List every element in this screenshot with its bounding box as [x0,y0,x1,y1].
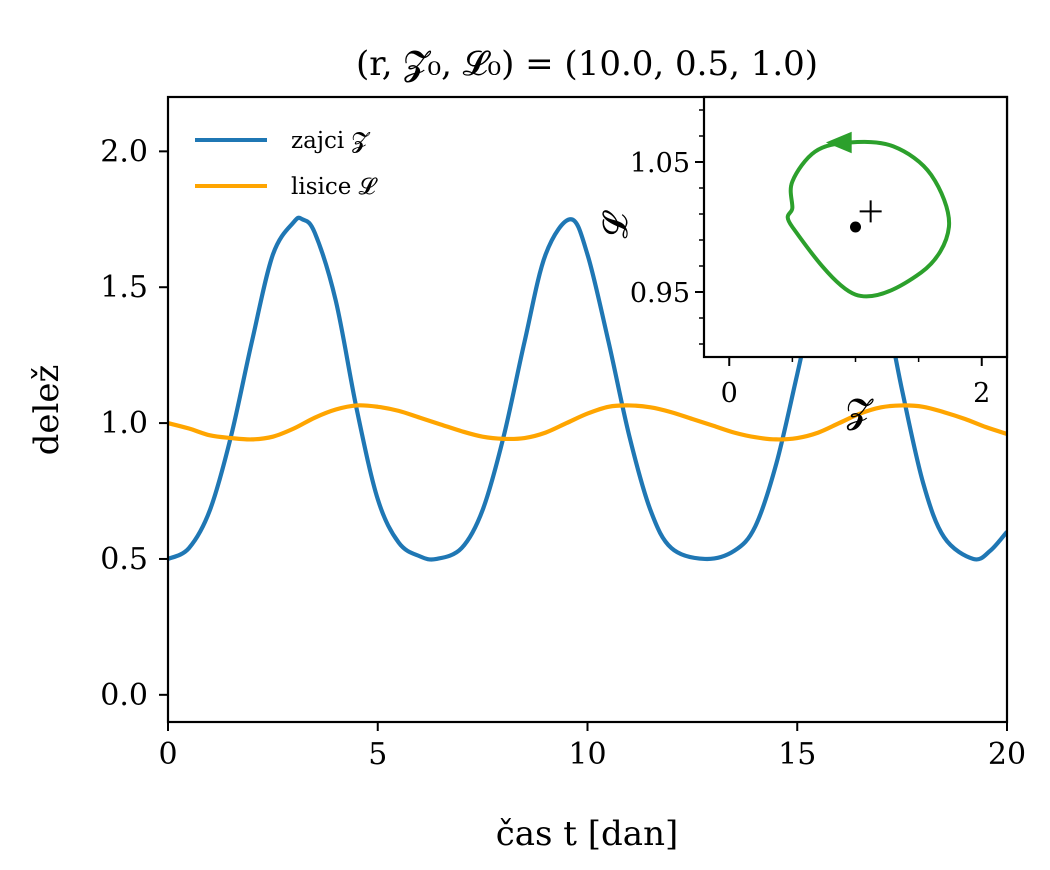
y-tick-label: 2.0 [100,134,148,169]
x-tick-label: 5 [368,737,387,772]
orbit-direction-arrow [825,131,852,154]
main-axes: 0 5 10 15 200.00.51.01.52.0 [100,95,1026,772]
x-tick-label: 15 [778,737,816,772]
inset-x-tick-label: 0 [721,378,738,409]
x-axis-label: čas t [dan] [496,814,679,854]
x-tick-label: 20 [988,737,1026,772]
legend-label-zajci: zajci 𝓩 [291,128,371,154]
inset-y-tick-label: 1.05 [630,148,690,179]
initial-point-marker [859,200,882,223]
inset-y-axis-label: 𝓛 [596,209,636,238]
inset-y-tick-label: 0.95 [630,278,690,309]
inset-axes: 0 2 0.95 1.05 [630,95,1009,409]
x-tick-label: 10 [568,737,606,772]
y-axis-label: delež [27,365,67,456]
y-tick-label: 1.0 [100,406,148,441]
chart-title: (r, 𝓩₀, 𝓛₀) = (10.0, 0.5, 1.0) [356,44,818,84]
y-tick-label: 0.5 [100,542,148,577]
fixed-point-marker [850,221,861,233]
legend-label-lisice: lisice 𝓛 [291,174,379,200]
y-tick-label: 0.0 [100,678,148,713]
inset-x-tick-label: 2 [973,378,990,409]
y-tick-label: 1.5 [100,270,148,305]
inset-x-axis-label: 𝓩 [846,392,874,432]
series-line-lisice [168,403,1007,442]
phase-orbit [785,139,952,299]
legend: zajci 𝓩 lisice 𝓛 [195,128,379,200]
x-tick-label: 0 [158,737,177,772]
